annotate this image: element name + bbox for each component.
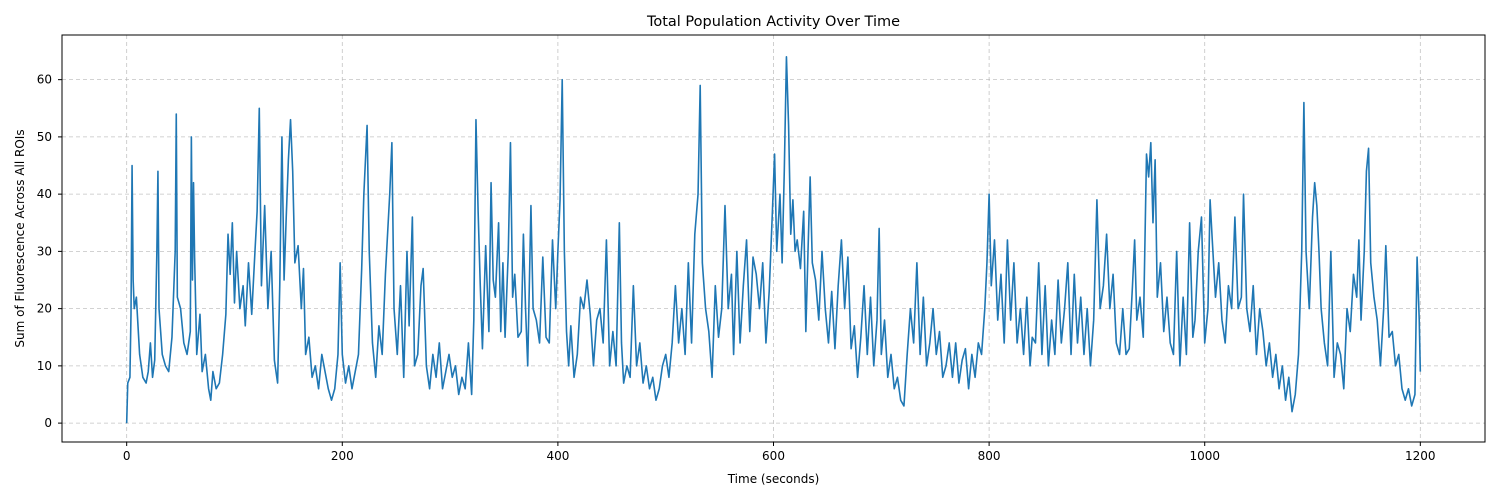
x-tick-label: 600 bbox=[762, 449, 785, 463]
chart-title: Total Population Activity Over Time bbox=[646, 14, 900, 30]
y-tick-label: 60 bbox=[37, 73, 52, 87]
x-tick-label: 200 bbox=[331, 449, 354, 463]
x-tick-label: 1200 bbox=[1405, 449, 1436, 463]
y-tick-label: 20 bbox=[37, 302, 52, 316]
x-axis: 0 200 400 600 800 1000 1200 bbox=[123, 442, 1436, 463]
y-tick-label: 30 bbox=[37, 244, 52, 258]
x-tick-label: 800 bbox=[978, 449, 1001, 463]
y-tick-label: 10 bbox=[37, 359, 52, 373]
grid bbox=[62, 35, 1485, 442]
y-axis: 0 10 20 30 40 50 60 bbox=[37, 73, 62, 430]
y-tick-label: 40 bbox=[37, 187, 52, 201]
x-tick-label: 0 bbox=[123, 449, 131, 463]
series-line bbox=[125, 55, 1422, 424]
y-axis-label: Sum of Fluorescence Across All ROIs bbox=[13, 129, 27, 347]
y-tick-label: 0 bbox=[44, 416, 52, 430]
series-layer bbox=[125, 55, 1422, 424]
x-tick-label: 400 bbox=[546, 449, 569, 463]
y-tick-label: 50 bbox=[37, 130, 52, 144]
x-axis-label: Time (seconds) bbox=[727, 472, 820, 486]
x-tick-label: 1000 bbox=[1189, 449, 1220, 463]
